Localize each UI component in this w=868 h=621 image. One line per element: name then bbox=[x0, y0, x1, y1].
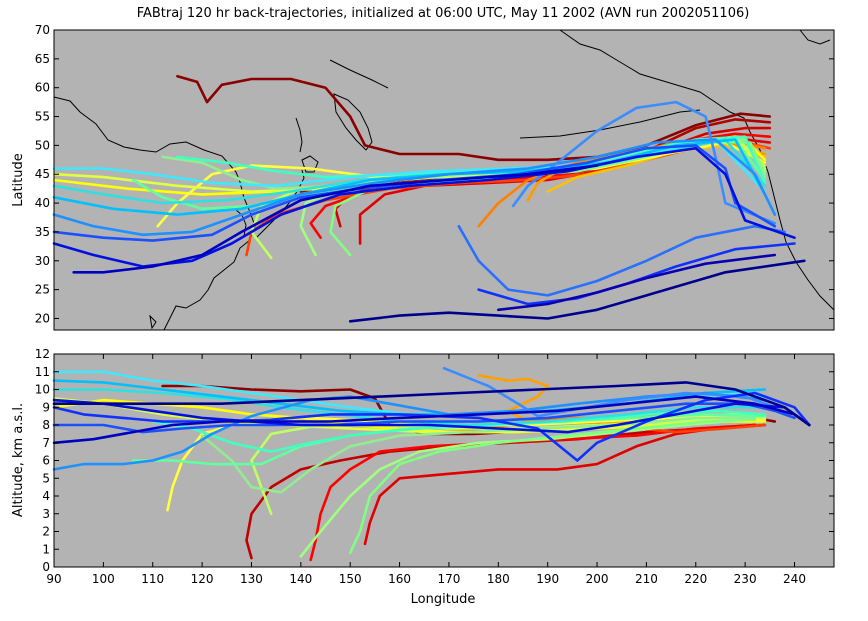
coastline-sakhalin bbox=[295, 117, 303, 153]
alt-x-tick-label: 230 bbox=[734, 572, 757, 586]
alt-y-tick-label: 9 bbox=[42, 400, 50, 414]
map-trajectory-24 bbox=[457, 224, 786, 297]
alt-trajectory-16 bbox=[151, 409, 767, 453]
map-y-tick-label: 55 bbox=[35, 110, 50, 124]
alt-y-tick-label: 12 bbox=[35, 347, 50, 361]
map-y-tick-label: 20 bbox=[35, 311, 50, 325]
alt-x-tick-label: 130 bbox=[240, 572, 263, 586]
map-y-tick-label: 30 bbox=[35, 254, 50, 268]
alt-y-tick-label: 2 bbox=[42, 525, 50, 539]
alt-trajectory-26 bbox=[52, 381, 811, 427]
alt-trajectory-4 bbox=[363, 423, 767, 546]
alt-y-tick-label: 4 bbox=[42, 489, 50, 503]
alt-trajectory-25 bbox=[52, 395, 811, 445]
alt-trajectory-23 bbox=[52, 391, 811, 462]
map-y-axis-label: Latitude bbox=[11, 153, 26, 207]
alt-x-tick-label: 190 bbox=[536, 572, 559, 586]
alt-x-tick-label: 120 bbox=[191, 572, 214, 586]
alt-x-tick-label: 140 bbox=[289, 572, 312, 586]
altitude-x-ticks: 90 100 110 120 130 140 150 160 170 180 190 200 210 22… bbox=[46, 354, 806, 586]
map-y-tick-label: 60 bbox=[35, 81, 50, 95]
alt-x-tick-label: 210 bbox=[635, 572, 658, 586]
alt-x-tick-label: 160 bbox=[388, 572, 411, 586]
alt-x-tick-label: 240 bbox=[783, 572, 806, 586]
coastline-aleutians bbox=[519, 109, 701, 139]
alt-trajectory-12 bbox=[299, 418, 747, 558]
alt-x-tick-label: 150 bbox=[339, 572, 362, 586]
alt-x-tick-label: 180 bbox=[487, 572, 510, 586]
alt-trajectory-3 bbox=[309, 423, 757, 562]
alt-x-tick-label: 220 bbox=[684, 572, 707, 586]
alt-trajectory-13 bbox=[348, 418, 757, 555]
alt-x-tick-label: 170 bbox=[437, 572, 460, 586]
map-y-tick-label: 50 bbox=[35, 138, 50, 152]
alt-y-tick-label: 7 bbox=[42, 436, 50, 450]
coastline-alaska bbox=[559, 29, 745, 119]
alt-x-tick-label: 90 bbox=[46, 572, 61, 586]
map-panel: 20 25 30 35 40 45 50 55 60 65 70 Latitude bbox=[11, 23, 835, 331]
map-y-tick-label: 70 bbox=[35, 23, 50, 37]
alt-y-tick-label: 3 bbox=[42, 507, 50, 521]
alt-y-tick-label: 0 bbox=[42, 560, 50, 574]
alt-trajectory-22 bbox=[52, 402, 796, 434]
alt-x-tick-label: 200 bbox=[586, 572, 609, 586]
map-y-tick-label: 45 bbox=[35, 167, 50, 181]
x-axis-label: Longitude bbox=[411, 592, 476, 607]
alt-x-tick-label: 110 bbox=[141, 572, 164, 586]
map-trajectory-30 bbox=[348, 259, 806, 323]
map-y-tick-label: 40 bbox=[35, 196, 50, 210]
alt-y-tick-label: 1 bbox=[42, 542, 50, 556]
altitude-trajectories bbox=[52, 366, 811, 562]
alt-trajectory-17 bbox=[52, 388, 767, 427]
alt-trajectory-24 bbox=[52, 398, 811, 434]
map-y-tick-label: 25 bbox=[35, 283, 50, 297]
map-trajectory-21 bbox=[52, 138, 767, 216]
alt-x-tick-label: 100 bbox=[92, 572, 115, 586]
map-y-tick-label: 65 bbox=[35, 52, 50, 66]
map-trajectory-20 bbox=[52, 138, 767, 193]
map-y-ticks: 20 25 30 35 40 45 50 55 60 65 70 bbox=[35, 23, 834, 325]
alt-y-tick-label: 11 bbox=[35, 365, 50, 379]
alt-y-tick-label: 10 bbox=[35, 383, 50, 397]
coastline-hokkaido bbox=[301, 155, 319, 173]
chart-title: FABtraj 120 hr back-trajectories, initia… bbox=[137, 6, 750, 21]
map-trajectory-28 bbox=[72, 164, 599, 274]
map-trajectory-22 bbox=[52, 138, 777, 237]
altitude-y-axis-label: Altitude, km a.s.l. bbox=[11, 403, 26, 517]
map-trajectories bbox=[52, 74, 806, 323]
coastline-siberia-north bbox=[329, 59, 389, 89]
map-frame bbox=[53, 29, 835, 331]
alt-y-tick-label: 5 bbox=[42, 471, 50, 485]
coastline-taiwan bbox=[149, 314, 157, 330]
map-trajectory-29 bbox=[496, 253, 777, 312]
alt-y-tick-label: 8 bbox=[42, 418, 50, 432]
coastline-islands-ne bbox=[799, 29, 831, 45]
map-y-tick-label: 35 bbox=[35, 225, 50, 239]
alt-y-tick-label: 6 bbox=[42, 454, 50, 468]
